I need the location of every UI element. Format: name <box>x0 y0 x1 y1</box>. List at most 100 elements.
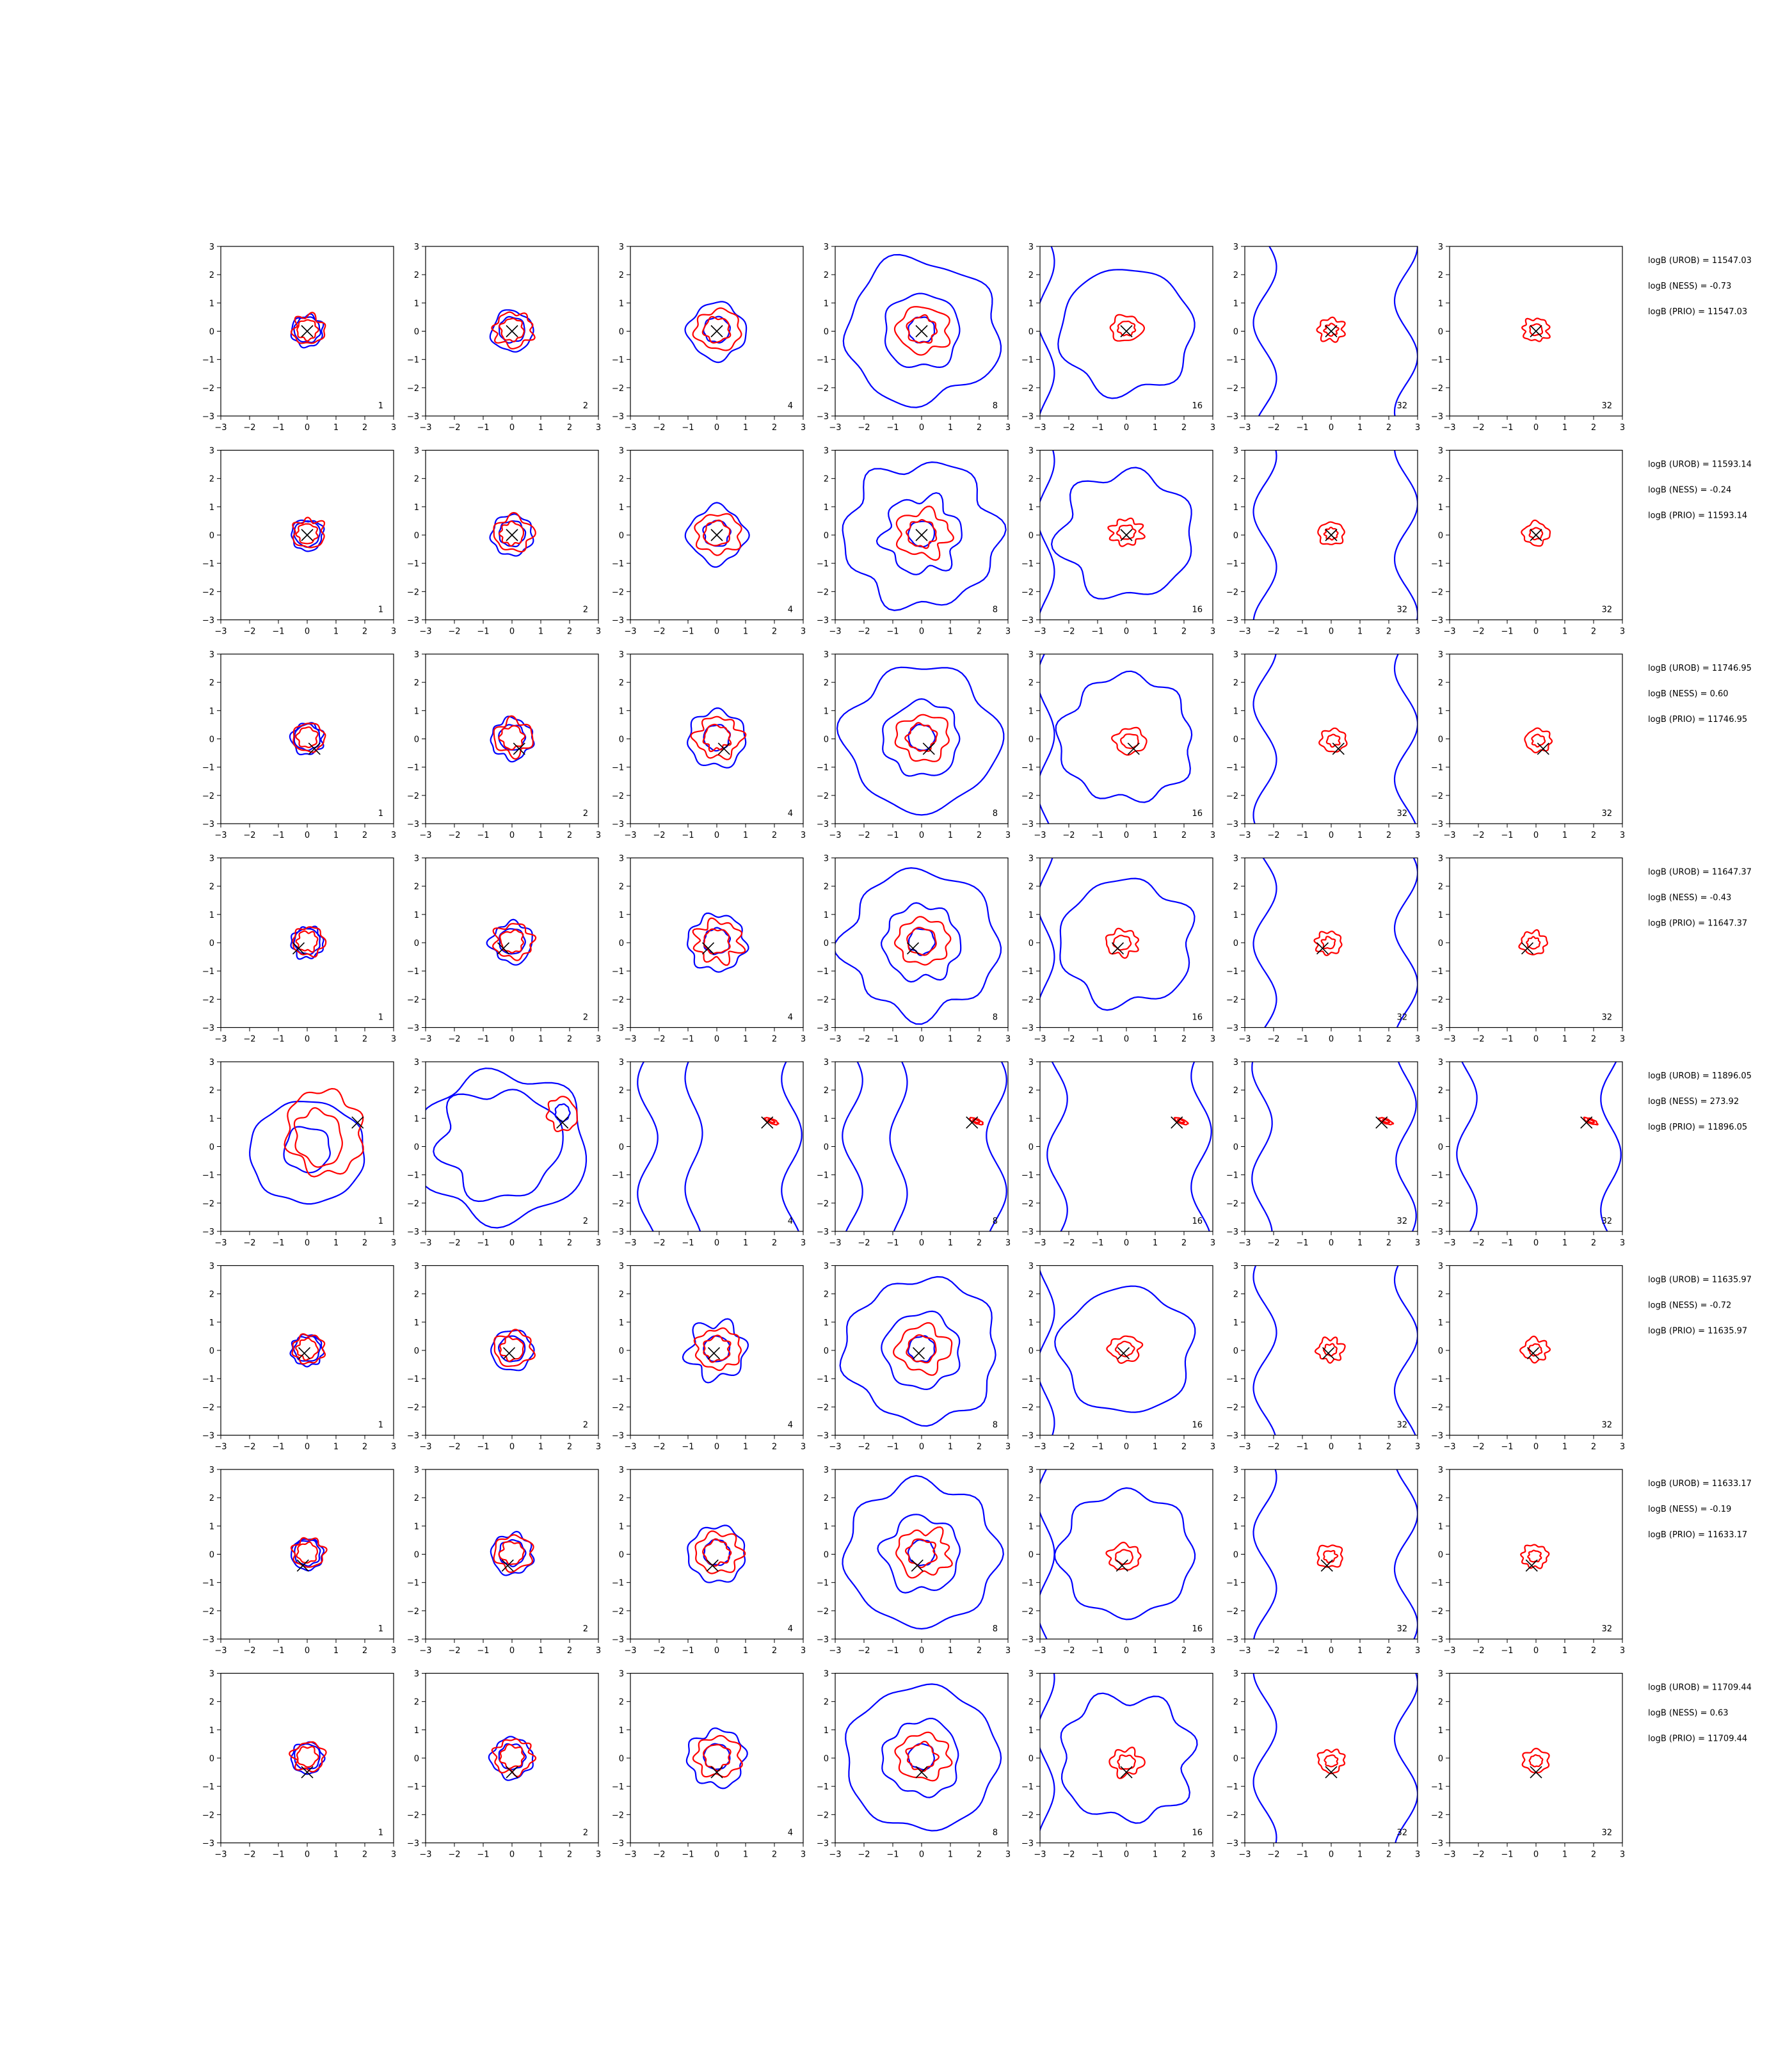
row-annotation-r2: logB (UROB) = 11593.14 logB (NESS) = -0.2… <box>1648 460 1752 521</box>
x-tick-label: 2 <box>772 1035 777 1044</box>
y-tick-label: −2 <box>817 588 829 597</box>
contour-group <box>1519 1335 1551 1364</box>
blue-contour <box>499 928 526 955</box>
panel-number-label: 4 <box>788 1013 793 1023</box>
x-tick-label: 1 <box>948 627 953 637</box>
y-tick-label: 1 <box>1028 1522 1034 1532</box>
red-contour <box>291 1333 326 1365</box>
x-tick-label: 0 <box>919 1443 924 1452</box>
x-tick-label: 3 <box>596 1443 601 1452</box>
panel-number-label: 4 <box>788 605 793 615</box>
y-tick-label: 3 <box>1028 1670 1034 1679</box>
x-tick-label: −2 <box>653 1646 665 1656</box>
x-tick-label: −2 <box>243 1035 255 1044</box>
y-tick-label: 0 <box>619 1551 624 1560</box>
blue-band-line <box>1040 1469 1055 1639</box>
x-tick-label: −2 <box>1062 1238 1075 1248</box>
true-value-marker <box>301 529 314 541</box>
panel-r5-c2: −3−3 −2 −2 −1 −1 0 0 1 1 2 2 3 3 2 <box>407 1058 601 1248</box>
x-tick-label: −3 <box>624 627 636 637</box>
x-tick-label: 3 <box>1415 1443 1420 1452</box>
y-tick-label: −1 <box>202 1171 214 1181</box>
x-tick-label: −2 <box>1062 831 1075 840</box>
x-tick-label: 3 <box>391 1646 396 1656</box>
panel-number-label: 1 <box>378 1624 383 1634</box>
panel-frame <box>220 1061 394 1232</box>
panel-r6-c6: −3−3 −2 −2 −1 −1 0 0 1 1 2 2 3 3 32 <box>1226 1262 1420 1452</box>
panel-r4-c6: −3−3 −2 −2 −1 −1 0 0 1 1 2 2 3 3 32 <box>1226 854 1420 1044</box>
x-tick-label: −1 <box>1091 1443 1103 1452</box>
panel-r7-c7: −3−3 −2 −2 −1 −1 0 0 1 1 2 2 3 3 32 <box>1431 1466 1625 1656</box>
y-tick-label: 2 <box>414 1698 419 1708</box>
blue-contour <box>839 1276 996 1427</box>
x-tick-label: −2 <box>858 1238 870 1248</box>
true-value-marker <box>1525 1559 1538 1572</box>
x-tick-label: −1 <box>1091 627 1103 637</box>
x-tick-label: −3 <box>1443 1646 1455 1656</box>
y-tick-label: −1 <box>202 559 214 569</box>
y-tick-label: −3 <box>1431 1228 1443 1237</box>
true-value-marker <box>1526 1347 1540 1359</box>
y-tick-label: −1 <box>202 356 214 365</box>
y-tick-label: 2 <box>619 1290 624 1300</box>
y-tick-label: 2 <box>1438 1698 1443 1708</box>
red-contour <box>1107 517 1146 547</box>
x-tick-label: −3 <box>829 1443 841 1452</box>
panel-frame <box>835 857 1009 1028</box>
row-annotation-r8: logB (UROB) = 11709.44 logB (NESS) = 0.63… <box>1648 1683 1752 1744</box>
x-tick-label: −2 <box>1472 1443 1484 1452</box>
x-tick-label: 3 <box>1415 1850 1420 1860</box>
y-tick-label: 2 <box>1233 475 1238 484</box>
true-value-marker <box>915 1766 928 1779</box>
x-tick-label: 0 <box>919 1238 924 1248</box>
x-tick-label: 1 <box>1153 1443 1158 1452</box>
blue-band-line <box>1252 246 1277 416</box>
panel-r4-c5: −3−3 −2 −2 −1 −1 0 0 1 1 2 2 3 3 16 <box>1021 854 1215 1044</box>
panel-number-label: 8 <box>993 1013 998 1023</box>
true-value-marker <box>1521 942 1534 955</box>
x-tick-label: 0 <box>305 1443 310 1452</box>
x-tick-label: 0 <box>305 1035 310 1044</box>
y-tick-label: 1 <box>1438 1522 1443 1532</box>
y-tick-label: 2 <box>1028 1290 1034 1300</box>
blue-contour <box>836 666 1005 816</box>
x-tick-label: 3 <box>801 1238 806 1248</box>
x-tick-label: 1 <box>1153 423 1158 433</box>
y-tick-label: −1 <box>817 1171 829 1181</box>
row-annotation-r6: logB (UROB) = 11635.97 logB (NESS) = -0.7… <box>1648 1276 1752 1336</box>
red-contour <box>284 1087 364 1178</box>
x-tick-label: −1 <box>1501 1035 1513 1044</box>
blue-contour <box>1053 1487 1196 1620</box>
panel-r4-c7: −3−3 −2 −2 −1 −1 0 0 1 1 2 2 3 3 32 <box>1431 854 1625 1044</box>
y-tick-label: 2 <box>414 1086 419 1096</box>
y-tick-label: 2 <box>619 883 624 892</box>
red-contour <box>1521 317 1551 342</box>
x-tick-label: 1 <box>1357 1035 1363 1044</box>
red-contour <box>296 1541 318 1564</box>
blue-contour <box>882 698 961 777</box>
y-tick-label: −3 <box>407 412 419 422</box>
logb-annotation: logB (UROB) = 11633.17 <box>1648 1479 1752 1489</box>
contour-group <box>1252 1673 1418 1843</box>
x-tick-label: 3 <box>1620 831 1625 840</box>
x-tick-label: 2 <box>772 1238 777 1248</box>
x-tick-label: −2 <box>243 1443 255 1452</box>
y-tick-label: −1 <box>1021 559 1034 569</box>
y-tick-label: 3 <box>1233 650 1238 660</box>
panel-frame <box>220 653 394 824</box>
x-tick-label: −1 <box>1501 1238 1513 1248</box>
y-tick-label: −3 <box>1226 412 1238 422</box>
panel-number-label: 32 <box>1601 1421 1612 1430</box>
y-tick-label: 3 <box>619 243 624 252</box>
y-tick-label: 3 <box>824 1670 829 1679</box>
red-contour <box>1324 1754 1339 1768</box>
x-tick-label: −1 <box>1091 1850 1103 1860</box>
x-tick-label: −1 <box>682 1443 694 1452</box>
x-tick-label: −1 <box>1501 1850 1513 1860</box>
y-tick-label: 0 <box>1028 1143 1034 1153</box>
panel-r5-c6: −3−3 −2 −2 −1 −1 0 0 1 1 2 2 3 3 32 <box>1226 1058 1420 1248</box>
row-annotation-r4: logB (UROB) = 11647.37 logB (NESS) = -0.4… <box>1648 868 1752 929</box>
y-tick-label: 0 <box>619 1754 624 1764</box>
x-tick-label: −1 <box>477 1238 489 1248</box>
y-tick-label: 0 <box>1233 1551 1238 1560</box>
